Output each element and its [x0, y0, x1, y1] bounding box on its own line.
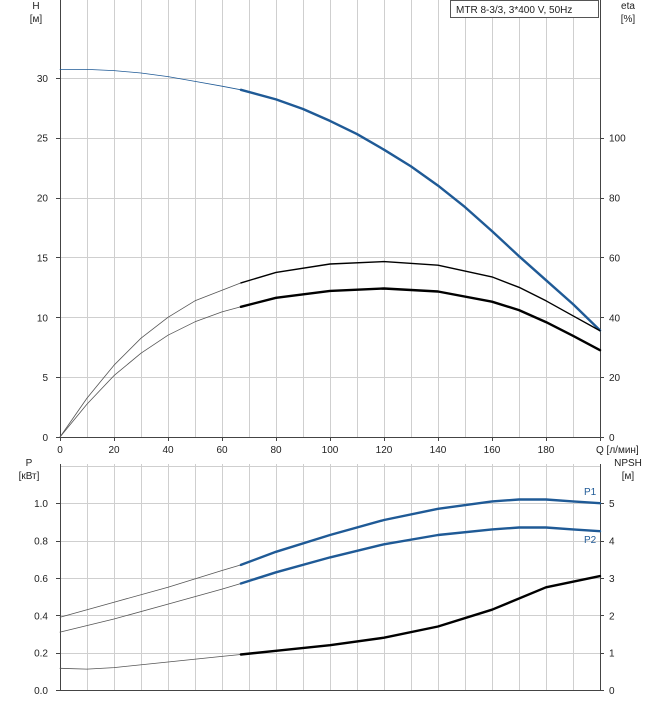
bottom-right-tick-label-2: 2: [609, 611, 615, 622]
x-tick-label-80: 80: [270, 445, 282, 456]
top-eta-upper-curve-thin: [59, 282, 242, 438]
top-right-tick-label-60: 60: [609, 253, 621, 264]
bottom-left-tick-label-0-4: 0.4: [34, 611, 48, 622]
top-left-tick-label-10: 10: [37, 313, 49, 324]
bottom-right-tick-label-5: 5: [609, 499, 615, 510]
top-left-tick-label-5: 5: [42, 373, 48, 384]
bottom-right-axis-unit: [м]: [622, 471, 635, 482]
bottom-p2-curve-thin: [59, 583, 242, 633]
x-tick-label-q: Q [л/мин]: [596, 445, 639, 456]
bottom-left-tick-label-0-6: 0.6: [34, 574, 48, 585]
bottom-left-tick-label-1-0: 1.0: [34, 499, 48, 510]
bottom-left-tick-label-0-0: 0.0: [34, 686, 48, 697]
bottom-npsh-curve-thin: [59, 654, 242, 670]
top-left-axis-unit: [м]: [30, 14, 43, 25]
top-right-tick-label-100: 100: [609, 134, 626, 145]
top-right-tick-label-20: 20: [609, 373, 621, 384]
bottom-right-tick-label-1: 1: [609, 649, 615, 660]
bottom-right-tick-label-3: 3: [609, 574, 615, 585]
top-right-axis-unit: [%]: [621, 14, 636, 25]
top-left-tick-label-25: 25: [37, 134, 49, 145]
bottom-left-tick-label-0-8: 0.8: [34, 537, 48, 548]
top-eta-lower-curve-thin: [59, 306, 242, 438]
top-left-tick-label-0: 0: [42, 433, 48, 444]
top-eta-lower-curve: [239, 287, 602, 352]
top-h-curve: [239, 88, 602, 332]
bottom-left-axis-label: P: [26, 458, 33, 469]
x-tick-label-140: 140: [430, 445, 447, 456]
bottom-p1-label: P1: [584, 487, 597, 498]
top-left-tick-label-15: 15: [37, 253, 49, 264]
x-tick-label-0: 0: [57, 445, 63, 456]
bottom-left-axis-unit: [кВт]: [19, 471, 40, 482]
top-left-tick-label-30: 30: [37, 74, 49, 85]
top-eta-upper-curve: [240, 260, 601, 332]
x-tick-label-180: 180: [538, 445, 555, 456]
x-tick-label-60: 60: [216, 445, 228, 456]
top-right-axis-label: eta: [621, 1, 635, 12]
x-tick-label-100: 100: [322, 445, 339, 456]
top-h-curve-thin: [59, 69, 242, 91]
top-right-tick-label-0: 0: [609, 433, 615, 444]
bottom-left-tick-label-0-2: 0.2: [34, 649, 48, 660]
bottom-p1-curve: [239, 498, 602, 567]
bottom-right-tick-label-0: 0: [609, 686, 615, 697]
top-right-tick-label-80: 80: [609, 194, 621, 205]
x-tick-label-40: 40: [162, 445, 174, 456]
bottom-p2-label: P2: [584, 535, 597, 546]
x-tick-label-20: 20: [108, 445, 120, 456]
x-tick-label-160: 160: [484, 445, 501, 456]
top-left-tick-label-20: 20: [37, 194, 49, 205]
bottom-npsh-curve: [239, 574, 602, 656]
top-left-axis-label: H: [32, 1, 39, 12]
bottom-p2-curve: [239, 526, 602, 585]
chart-title: MTR 8-3/3, 3*400 V, 50Hz: [456, 5, 572, 16]
x-tick-label-120: 120: [376, 445, 393, 456]
bottom-right-tick-label-4: 4: [609, 537, 615, 548]
bottom-p1-curve-thin: [59, 564, 242, 618]
chart-title-box: [450, 0, 599, 18]
top-right-tick-label-40: 40: [609, 313, 621, 324]
bottom-right-axis-label: NPSH: [614, 458, 642, 469]
